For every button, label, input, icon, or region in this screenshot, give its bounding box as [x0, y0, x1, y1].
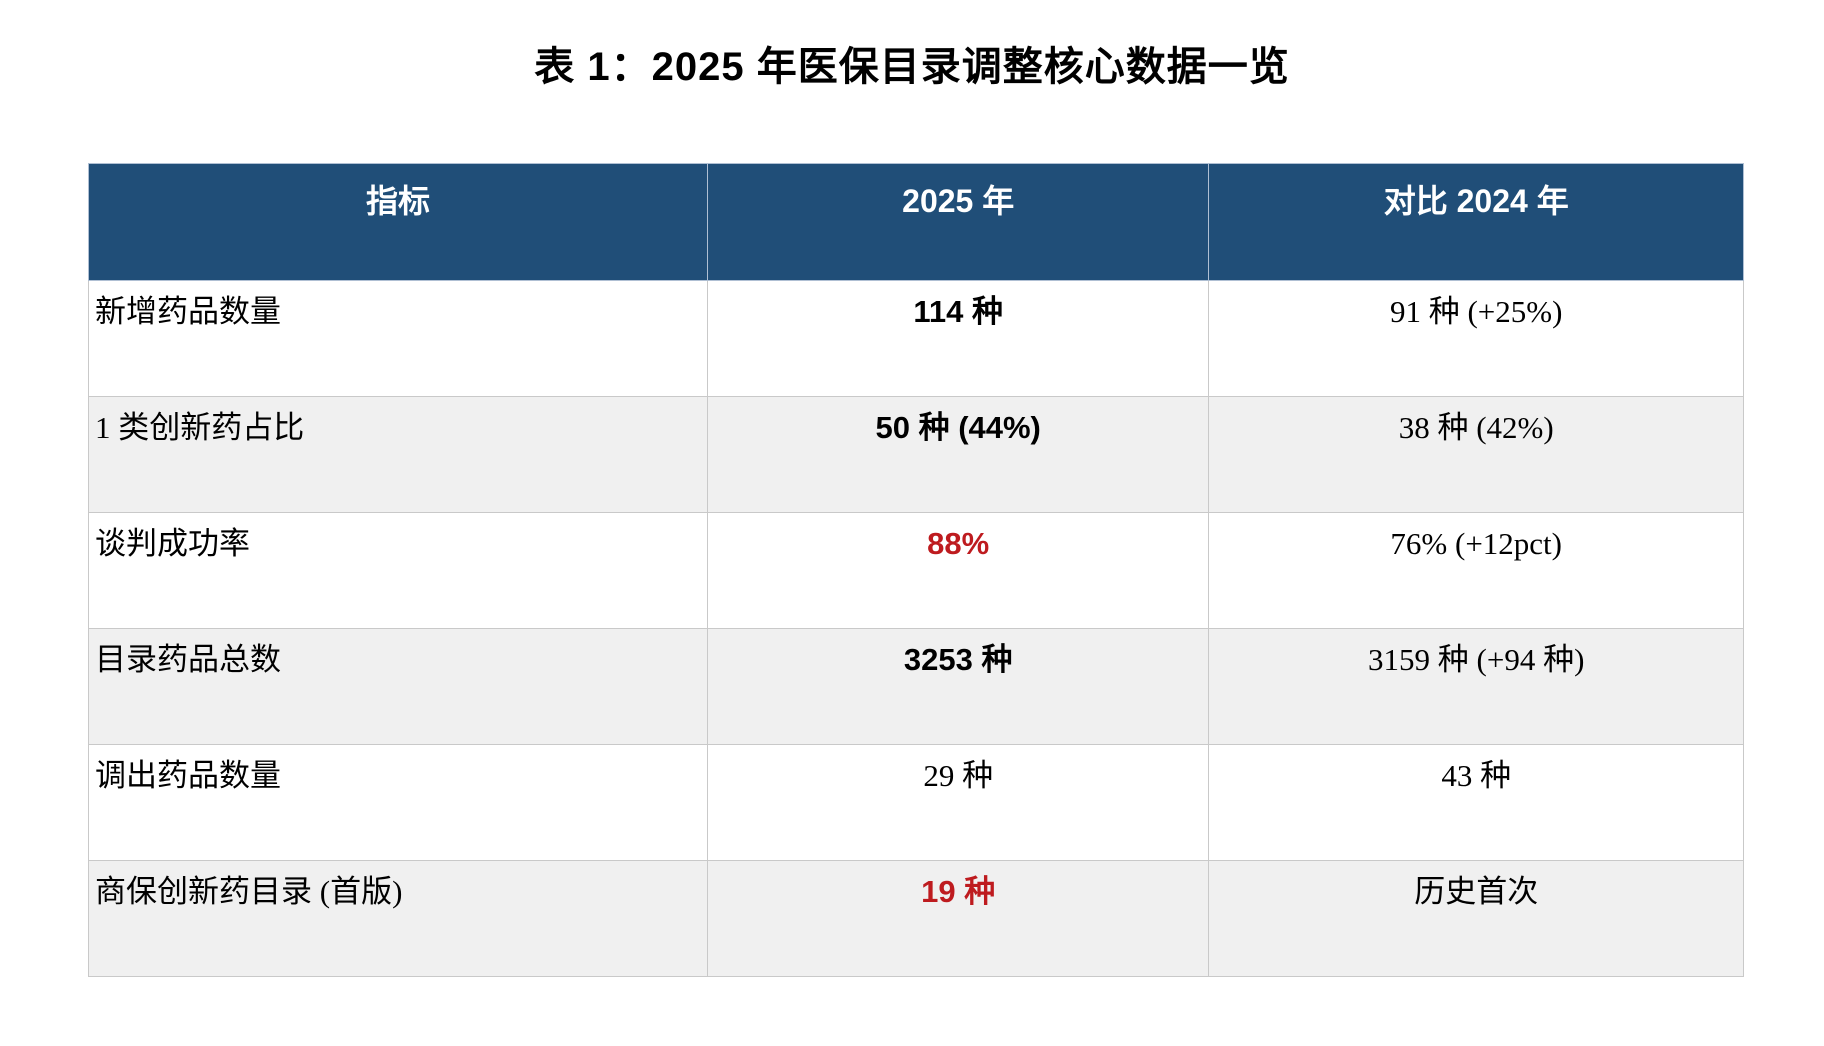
value-2024-cell: 38 种 (42%) [1208, 396, 1744, 513]
value-2025-cell: 114 种 [706, 280, 1210, 397]
column-header-indicator: 指标 [88, 163, 708, 281]
table-row: 1 类创新药占比 50 种 (44%) 38 种 (42%) [88, 396, 1744, 513]
value-2025-cell: 3253 种 [706, 628, 1210, 745]
header-row: 指标 2025 年 对比 2024 年 [88, 163, 1744, 281]
data-table: 指标 2025 年 对比 2024 年 新增药品数量 114 种 91 种 (+… [88, 163, 1744, 977]
value-2024-cell: 历史首次 [1208, 860, 1744, 977]
value-2025-cell: 19 种 [706, 860, 1210, 977]
indicator-cell: 目录药品总数 [88, 628, 708, 745]
value-2025-cell: 50 种 (44%) [706, 396, 1210, 513]
value-2024-cell: 76% (+12pct) [1208, 512, 1744, 629]
value-2024-cell: 91 种 (+25%) [1208, 280, 1744, 397]
indicator-cell: 谈判成功率 [88, 512, 708, 629]
indicator-cell: 调出药品数量 [88, 744, 708, 861]
indicator-cell: 1 类创新药占比 [88, 396, 708, 513]
indicator-cell: 商保创新药目录 (首版) [88, 860, 708, 977]
table-row: 新增药品数量 114 种 91 种 (+25%) [88, 280, 1744, 397]
value-2024-cell: 43 种 [1208, 744, 1744, 861]
table-title: 表 1：2025 年医保目录调整核心数据一览 [534, 45, 1290, 89]
indicator-cell: 新增药品数量 [88, 280, 708, 397]
table-row: 谈判成功率 88% 76% (+12pct) [88, 512, 1744, 629]
table-row: 商保创新药目录 (首版) 19 种 历史首次 [88, 860, 1744, 977]
value-2025-cell: 88% [706, 512, 1210, 629]
value-2025-cell: 29 种 [706, 744, 1210, 861]
column-header-vs-2024: 对比 2024 年 [1208, 163, 1744, 281]
column-header-2025: 2025 年 [706, 163, 1210, 281]
table-row: 目录药品总数 3253 种 3159 种 (+94 种) [88, 628, 1744, 745]
data-table-container: 指标 2025 年 对比 2024 年 新增药品数量 114 种 91 种 (+… [88, 163, 1744, 977]
value-2024-cell: 3159 种 (+94 种) [1208, 628, 1744, 745]
table-row: 调出药品数量 29 种 43 种 [88, 744, 1744, 861]
